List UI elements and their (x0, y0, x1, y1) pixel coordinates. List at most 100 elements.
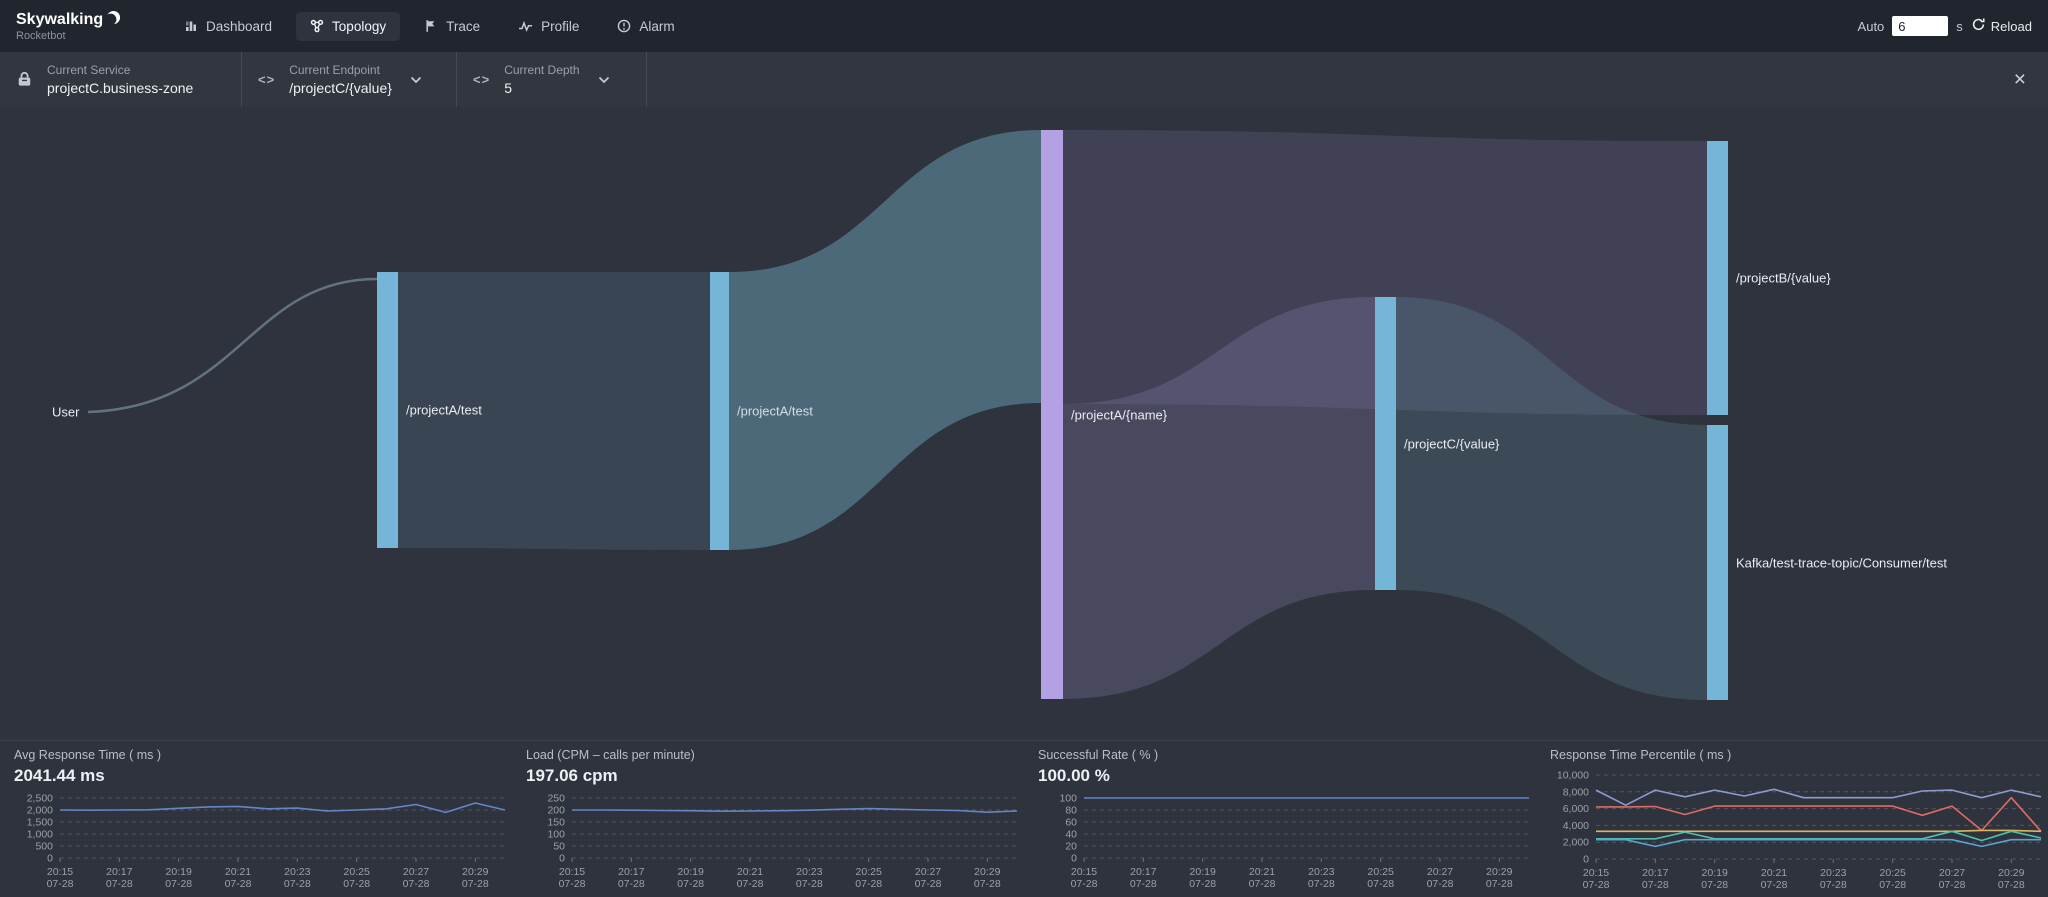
current-endpoint-label: Current Endpoint (289, 63, 380, 77)
chart-plot: 02040608010020:1507-2820:1707-2820:1907-… (1059, 793, 1529, 890)
svg-text:80: 80 (1065, 805, 1077, 817)
reload-label: Reload (1990, 18, 2032, 34)
sankey-link-projectAtest-projectAtest[interactable] (398, 272, 710, 550)
svg-text:07-28: 07-28 (225, 878, 252, 890)
svg-text:20:25: 20:25 (856, 866, 882, 878)
svg-text:0: 0 (1583, 854, 1589, 866)
svg-text:40: 40 (1065, 829, 1077, 841)
sankey-node-projectAtest-2[interactable] (710, 272, 729, 550)
lock-icon (16, 71, 33, 88)
top-nav-bar: Skywalking Rocketbot Dashboard Topology … (0, 0, 2048, 52)
svg-text:20:21: 20:21 (1761, 867, 1787, 879)
chart-current-value: 100.00 % (1038, 766, 1110, 785)
tab-profile[interactable]: Profile (504, 12, 593, 41)
svg-text:20:27: 20:27 (1939, 867, 1965, 879)
svg-text:20:29: 20:29 (1486, 866, 1512, 878)
svg-text:8,000: 8,000 (1563, 786, 1589, 798)
svg-text:07-28: 07-28 (677, 878, 704, 890)
app-logo: Skywalking Rocketbot (16, 10, 156, 42)
sankey-link-projectAname-projectCvalue[interactable] (1063, 297, 1375, 699)
svg-text:20:21: 20:21 (737, 866, 763, 878)
trace-icon (424, 19, 438, 33)
svg-text:20:23: 20:23 (1308, 866, 1334, 878)
current-service-value: projectC.business-zone (47, 80, 194, 96)
svg-text:20:29: 20:29 (1998, 867, 2024, 879)
svg-text:07-28: 07-28 (1820, 879, 1847, 891)
metric-chart-3: Response Time Percentile ( ms ) 0 2,000 4,0… (1536, 741, 2048, 897)
tab-dashboard[interactable]: Dashboard (170, 12, 286, 41)
sankey-label-projectAtest-2: /projectA/test (737, 403, 813, 419)
sankey-canvas (87, 130, 1728, 700)
svg-text:07-28: 07-28 (1367, 878, 1394, 890)
svg-text:07-28: 07-28 (1189, 878, 1216, 890)
sankey-node-kafka[interactable] (1707, 425, 1728, 700)
sankey-node-projectAtest-1[interactable] (377, 272, 398, 548)
chart-title: Load (CPM – calls per minute) (526, 748, 695, 762)
svg-text:07-28: 07-28 (1486, 878, 1513, 890)
svg-text:4,000: 4,000 (1563, 820, 1589, 832)
svg-text:60: 60 (1065, 817, 1077, 829)
svg-text:07-28: 07-28 (1701, 879, 1728, 891)
reload-icon (1971, 17, 1986, 35)
current-depth-value: 5 (504, 80, 512, 96)
sankey-node-projectCvalue[interactable] (1375, 297, 1396, 590)
svg-text:07-28: 07-28 (796, 878, 823, 890)
auto-interval-input[interactable] (1892, 16, 1949, 36)
svg-text:20:29: 20:29 (462, 866, 488, 878)
sankey-link-projectAtest-projectAname[interactable] (729, 130, 1041, 550)
svg-text:2,000: 2,000 (27, 805, 53, 817)
svg-text:20:17: 20:17 (106, 866, 132, 878)
svg-text:200: 200 (547, 805, 565, 817)
svg-text:07-28: 07-28 (974, 878, 1001, 890)
tab-trace[interactable]: Trace (410, 12, 494, 41)
tab-topology[interactable]: Topology (296, 11, 401, 41)
svg-text:20:17: 20:17 (1130, 866, 1156, 878)
svg-text:07-28: 07-28 (1308, 878, 1335, 890)
svg-text:20:25: 20:25 (1368, 866, 1394, 878)
nav-right-controls: Auto s Reload (1858, 16, 2032, 36)
svg-text:07-28: 07-28 (855, 878, 882, 890)
svg-text:07-28: 07-28 (462, 878, 489, 890)
svg-text:20:19: 20:19 (1190, 866, 1216, 878)
app-logo-title: Skywalking (16, 11, 104, 28)
svg-text:07-28: 07-28 (1071, 878, 1098, 890)
metrics-panel: Avg Response Time ( ms ) 2041.44 ms 0 500 1,… (0, 740, 2048, 897)
svg-text:20:15: 20:15 (1071, 866, 1097, 878)
svg-text:2,000: 2,000 (1563, 837, 1589, 849)
tab-label: Topology (332, 18, 387, 34)
close-icon[interactable]: × (2013, 68, 2026, 91)
profile-icon (518, 19, 533, 33)
svg-text:07-28: 07-28 (165, 878, 192, 890)
svg-text:6,000: 6,000 (1563, 803, 1589, 815)
sankey-label-kafka: Kafka/test-trace-topic/Consumer/test (1736, 555, 1947, 571)
svg-text:20:27: 20:27 (1427, 866, 1453, 878)
current-service-label: Current Service (47, 63, 131, 77)
chart-title: Avg Response Time ( ms ) (14, 748, 162, 762)
sankey-label-projectAname: /projectA/{name} (1071, 407, 1168, 423)
chart-plot: 02,0004,0006,0008,00010,00020:1507-2820:… (1557, 770, 2042, 891)
svg-text:50: 50 (553, 841, 565, 853)
sankey-link-user-projectAtest[interactable] (87, 277, 378, 414)
code-icon: <> (473, 72, 491, 87)
sankey-node-projectAname[interactable] (1041, 130, 1063, 699)
chart-title: Response Time Percentile ( ms ) (1550, 748, 1732, 762)
reload-button[interactable]: Reload (1971, 17, 2032, 35)
svg-text:07-28: 07-28 (1249, 878, 1276, 890)
metric-chart-2: Successful Rate ( % ) 100.00 % 0 20 40 60 80 10… (1024, 741, 1536, 897)
alarm-icon (617, 19, 631, 33)
tab-alarm[interactable]: Alarm (603, 12, 688, 41)
svg-text:07-28: 07-28 (1939, 879, 1966, 891)
svg-text:07-28: 07-28 (559, 878, 586, 890)
current-depth-dropdown[interactable]: <> Current Depth 5 (457, 52, 647, 107)
sankey-link-projectAname-projectBvalue[interactable] (1063, 130, 1707, 415)
current-endpoint-dropdown[interactable]: <> Current Endpoint /projectC/{value} (242, 52, 457, 107)
svg-text:20:17: 20:17 (618, 866, 644, 878)
sankey-node-projectBvalue[interactable] (1707, 141, 1728, 415)
svg-text:20:23: 20:23 (796, 866, 822, 878)
chart-title: Successful Rate ( % ) (1038, 748, 1159, 762)
topology-toolbar: Current Service projectC.business-zone <… (0, 52, 2048, 107)
svg-text:20:15: 20:15 (47, 866, 73, 878)
crescent-logo-icon (105, 10, 121, 30)
sankey-link-projectCvalue-kafka[interactable] (1396, 297, 1707, 700)
current-service-group: Current Service projectC.business-zone (0, 52, 242, 107)
